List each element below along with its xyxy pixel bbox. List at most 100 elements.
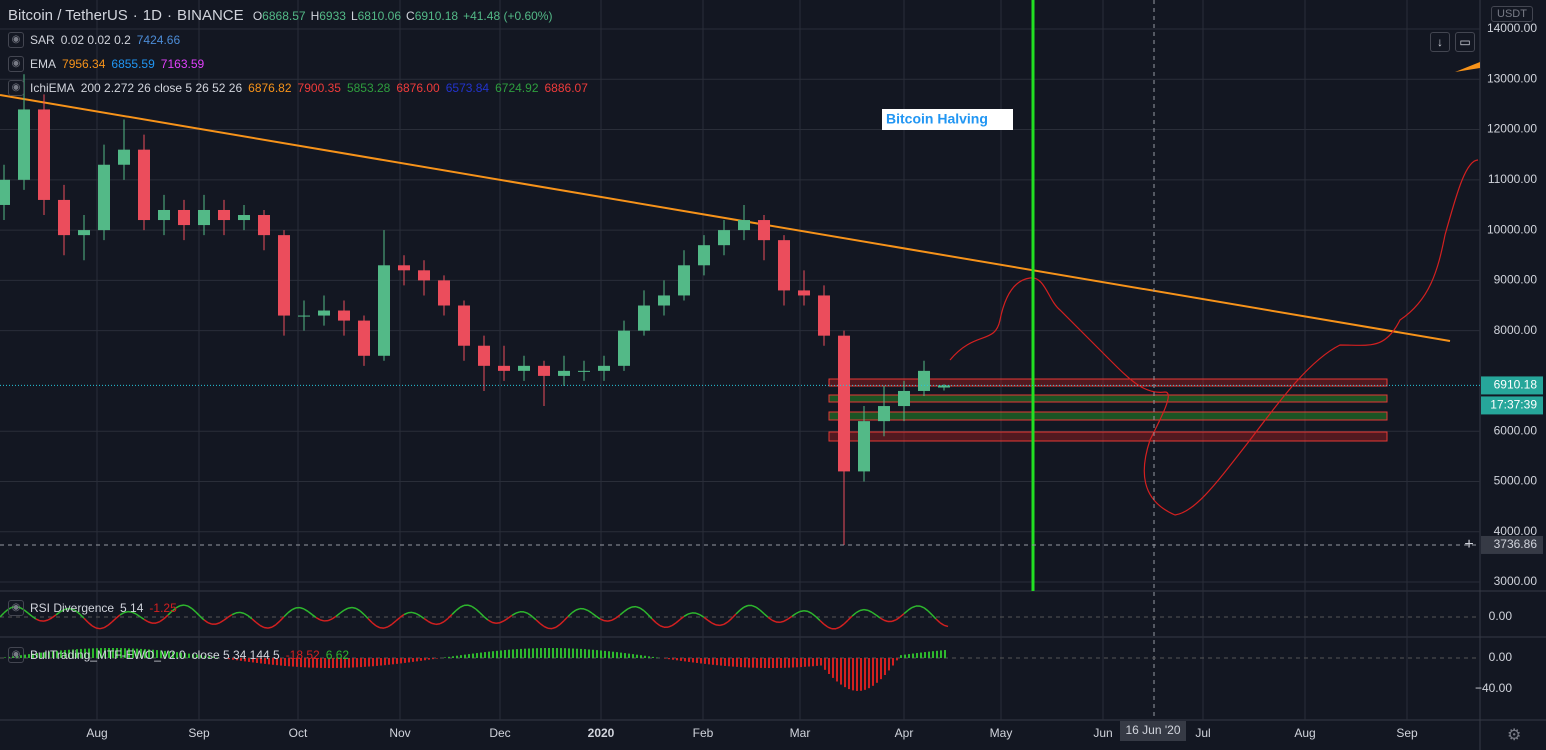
candle-body bbox=[778, 240, 790, 291]
ewo-bar bbox=[568, 648, 570, 658]
fullscreen-button[interactable]: ▭ bbox=[1455, 32, 1475, 52]
ewo-bar bbox=[84, 648, 86, 658]
rsi-segment bbox=[15, 605, 21, 609]
settings-button[interactable]: ⚙ bbox=[1507, 727, 1522, 744]
ewo-bar bbox=[64, 650, 66, 658]
rsi-segment bbox=[311, 613, 317, 619]
rsi-segment bbox=[331, 615, 337, 620]
candle-body bbox=[318, 310, 330, 316]
currency-button[interactable]: USDT bbox=[1491, 6, 1533, 22]
rsi-segment bbox=[719, 623, 725, 627]
close-label: C bbox=[406, 9, 415, 23]
ewo-bar bbox=[916, 653, 918, 658]
rsi-segment bbox=[63, 607, 69, 611]
ewo-bar bbox=[640, 655, 642, 658]
rsi-segment bbox=[255, 621, 261, 627]
ewo-bar bbox=[620, 652, 622, 658]
ewo-bar bbox=[668, 658, 670, 660]
ewo-bar bbox=[540, 648, 542, 658]
ewo-bar bbox=[868, 658, 870, 689]
rsi-segment bbox=[515, 611, 521, 614]
ewo-bar bbox=[372, 658, 374, 667]
rsi-segment bbox=[219, 619, 225, 624]
ewo-bar bbox=[876, 658, 878, 683]
visibility-toggle[interactable]: ◉ bbox=[8, 647, 24, 663]
visibility-toggle[interactable]: ◉ bbox=[8, 600, 24, 616]
candle-body bbox=[118, 149, 130, 165]
ewo-bar bbox=[812, 658, 814, 667]
ewo-bar bbox=[852, 658, 854, 691]
ewo-bar bbox=[404, 658, 406, 663]
indicator-name: BullTrading_MTF-EWO_V2.0 bbox=[30, 648, 186, 662]
rsi-segment bbox=[215, 621, 221, 625]
rsi-segment bbox=[383, 626, 389, 629]
ewo-bar bbox=[872, 658, 874, 686]
rsi-segment bbox=[835, 626, 841, 630]
rsi-segment bbox=[443, 617, 449, 623]
close-value: 6910.18 bbox=[414, 9, 459, 23]
rsi-segment bbox=[619, 611, 625, 616]
ewo-bar bbox=[820, 658, 822, 666]
visibility-toggle[interactable]: ◉ bbox=[8, 56, 24, 72]
ewo-bar bbox=[448, 656, 450, 658]
indicator-params: close 5 34 144 5 bbox=[191, 648, 280, 662]
ewo-bar bbox=[736, 658, 738, 667]
rsi-segment bbox=[583, 608, 589, 612]
ewo-bar bbox=[444, 657, 446, 658]
rsi-segment bbox=[611, 617, 617, 621]
change: +41.48 (+0.60%) bbox=[463, 9, 553, 23]
ewo-bar bbox=[524, 648, 526, 658]
rsi-segment bbox=[683, 613, 689, 618]
ewo-bar bbox=[520, 648, 522, 658]
scroll-button[interactable]: ↓ bbox=[1430, 32, 1450, 52]
ewo-bar bbox=[712, 658, 714, 665]
open-value: 6868.57 bbox=[262, 9, 306, 23]
ewo-bar bbox=[356, 658, 358, 668]
rsi-segment bbox=[371, 621, 377, 627]
candle-body bbox=[58, 199, 70, 236]
ewo-tick-label: 0.00 bbox=[1489, 650, 1513, 664]
rsi-segment bbox=[939, 622, 945, 626]
ewo-bar bbox=[116, 648, 118, 658]
ewo-bar bbox=[176, 652, 178, 658]
ewo-bar bbox=[264, 658, 266, 664]
rsi-segment bbox=[71, 608, 77, 612]
rsi-segment bbox=[559, 620, 565, 625]
ewo-bar bbox=[528, 648, 530, 658]
indicator-params: 200 2.272 26 close 5 26 52 26 bbox=[80, 81, 243, 95]
visibility-toggle[interactable]: ◉ bbox=[8, 80, 24, 96]
ewo-bar bbox=[860, 658, 862, 691]
rsi-segment bbox=[207, 622, 213, 625]
interval: 1D bbox=[142, 7, 162, 24]
ewo-bar bbox=[932, 651, 934, 658]
rsi-segment bbox=[623, 608, 629, 613]
ewo-bar bbox=[396, 658, 398, 664]
rsi-segment bbox=[395, 616, 401, 622]
rsi-segment bbox=[639, 607, 645, 612]
rsi-segment bbox=[0, 612, 5, 618]
rsi-segment bbox=[303, 608, 309, 613]
ewo-bar bbox=[772, 658, 774, 668]
rsi-segment bbox=[819, 620, 825, 625]
ewo-bar bbox=[724, 658, 726, 666]
ewo-bar bbox=[272, 658, 274, 665]
ewo-bar bbox=[352, 658, 354, 668]
rsi-segment bbox=[419, 615, 425, 620]
rsi-segment bbox=[307, 610, 313, 616]
ewo-bar bbox=[688, 658, 690, 662]
ewo-bar bbox=[764, 658, 766, 668]
candle-body bbox=[918, 370, 930, 391]
ewo-bar bbox=[204, 655, 206, 658]
ewo-bar bbox=[752, 658, 754, 668]
x-tick-label: Jul bbox=[1195, 726, 1210, 740]
ewo-bar bbox=[664, 658, 666, 659]
visibility-toggle[interactable]: ◉ bbox=[8, 32, 24, 48]
ewo-bar bbox=[12, 656, 14, 658]
rsi-segment bbox=[567, 612, 573, 618]
rsi-segment bbox=[423, 617, 429, 622]
ewo-bar bbox=[824, 658, 826, 670]
rsi-segment bbox=[655, 622, 661, 627]
ewo-bar bbox=[624, 653, 626, 658]
rsi-segment bbox=[879, 617, 885, 621]
ewo-bar bbox=[24, 654, 26, 658]
